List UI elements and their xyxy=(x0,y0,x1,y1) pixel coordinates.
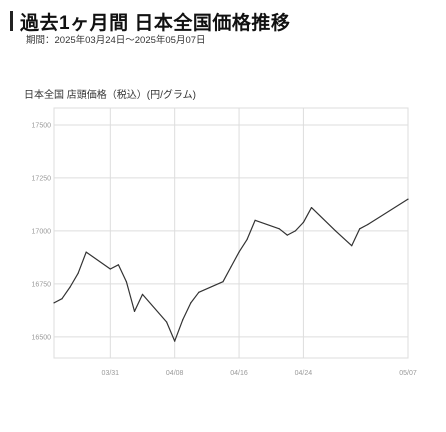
y-tick-label: 16750 xyxy=(32,281,52,288)
data-point xyxy=(310,207,313,209)
data-point xyxy=(182,319,184,321)
data-point xyxy=(254,219,256,221)
x-tick-label: 05/07 xyxy=(399,370,417,377)
data-point xyxy=(109,268,111,270)
page-title: 過去1ヶ月間 日本全国価格推移 xyxy=(20,13,291,34)
page-header: 過去1ヶ月間 日本全国価格推移 期間：2025年03月24日～2025年05月0… xyxy=(8,8,438,46)
data-point xyxy=(335,230,337,232)
chart-title: 日本全国 店頭価格（税込）(円/グラム) xyxy=(24,90,196,101)
data-point xyxy=(351,245,353,247)
data-point xyxy=(141,293,144,295)
data-point xyxy=(230,266,232,268)
x-tick-label: 03/31 xyxy=(102,370,120,377)
data-point xyxy=(77,272,79,274)
data-point xyxy=(85,251,87,253)
y-tick-label: 17000 xyxy=(32,228,52,235)
data-point xyxy=(302,221,304,223)
data-point xyxy=(133,310,136,312)
data-point xyxy=(407,198,409,200)
data-point xyxy=(278,228,280,230)
data-point xyxy=(222,281,224,283)
data-point xyxy=(53,302,55,304)
y-tick-label: 17250 xyxy=(32,175,52,182)
y-tick-label: 16500 xyxy=(32,334,52,341)
data-point xyxy=(246,238,248,240)
data-point xyxy=(117,264,119,266)
data-point xyxy=(166,321,168,323)
data-point xyxy=(286,234,288,236)
data-point xyxy=(174,340,176,342)
data-point xyxy=(69,286,71,288)
y-tick-label: 17500 xyxy=(32,122,52,129)
period-label: 期間：2025年03月24日～2025年05月07日 xyxy=(26,35,206,46)
price-line-chart: 16500 16750 17000 17250 17500 03/31 04/08 04/16… xyxy=(32,107,417,377)
chart-panel: 日本全国 店頭価格（税込）(円/グラム) 16500 16750 17000 1725… xyxy=(20,80,438,424)
plot-frame xyxy=(53,107,409,359)
header-accent-bar xyxy=(10,11,13,31)
data-point xyxy=(238,251,240,253)
data-point xyxy=(367,223,369,226)
x-tick-label: 04/24 xyxy=(295,370,313,377)
data-point xyxy=(61,298,63,300)
data-point xyxy=(190,302,192,304)
data-point xyxy=(125,281,127,283)
data-point xyxy=(198,291,200,293)
x-tick-label: 04/16 xyxy=(230,370,248,377)
data-point xyxy=(359,228,361,230)
data-point xyxy=(294,230,296,232)
price-series-line xyxy=(53,198,409,342)
x-tick-label: 04/08 xyxy=(166,370,184,377)
